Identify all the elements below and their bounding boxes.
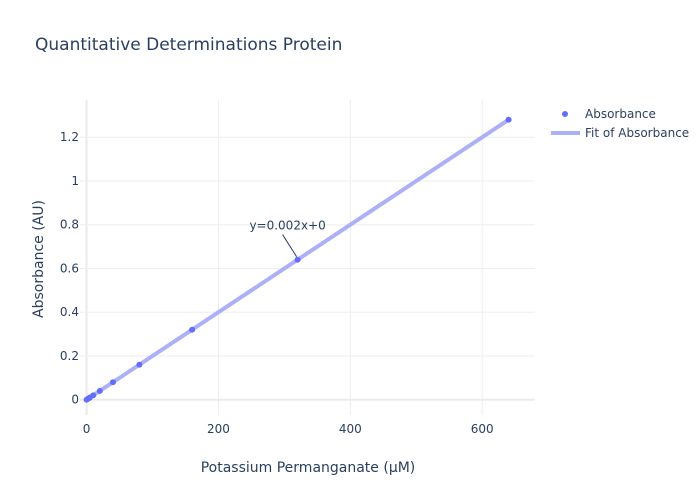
y-tick-label: 0.4 bbox=[60, 305, 79, 319]
x-tick-label: 400 bbox=[339, 422, 362, 436]
data-point[interactable] bbox=[505, 116, 512, 123]
legend-item[interactable]: Absorbance bbox=[562, 107, 656, 121]
y-tick-labels: 0 0.2 0.4 0.6 0.8 1 1.2 bbox=[60, 130, 79, 407]
y-tick-label: 1 bbox=[71, 174, 79, 188]
data-point[interactable] bbox=[90, 392, 97, 399]
annotation-arrow bbox=[282, 234, 298, 257]
data-point[interactable] bbox=[189, 326, 196, 333]
legend-label: Absorbance bbox=[585, 107, 656, 121]
legend[interactable]: Absorbance Fit of Absorbance bbox=[551, 107, 689, 140]
legend-marker-icon bbox=[562, 111, 568, 117]
annotations: y=0.002x+0 bbox=[249, 219, 326, 257]
data-point[interactable] bbox=[109, 379, 116, 386]
y-tick-label: 0.8 bbox=[60, 218, 79, 232]
x-tick-label: 0 bbox=[83, 422, 91, 436]
data-point[interactable] bbox=[136, 361, 143, 368]
x-tick-labels: 0 200 400 600 bbox=[83, 422, 494, 436]
x-axis-title: Potassium Permanganate (μM) bbox=[201, 460, 416, 476]
data-point[interactable] bbox=[96, 387, 103, 394]
y-tick-label: 0 bbox=[71, 393, 79, 407]
legend-label: Fit of Absorbance bbox=[585, 126, 689, 140]
legend-item[interactable]: Fit of Absorbance bbox=[551, 126, 689, 140]
y-axis-title: Absorbance (AU) bbox=[31, 200, 47, 318]
plot-area bbox=[83, 116, 512, 403]
y-tick-label: 1.2 bbox=[60, 130, 79, 144]
x-tick-label: 600 bbox=[471, 422, 494, 436]
annotation-label: y=0.002x+0 bbox=[249, 219, 325, 233]
chart-title: Quantitative Determinations Protein bbox=[35, 35, 342, 55]
y-tick-label: 0.2 bbox=[60, 349, 79, 363]
y-tick-label: 0.6 bbox=[60, 261, 79, 275]
data-point[interactable] bbox=[294, 256, 301, 263]
x-tick-label: 200 bbox=[207, 422, 230, 436]
